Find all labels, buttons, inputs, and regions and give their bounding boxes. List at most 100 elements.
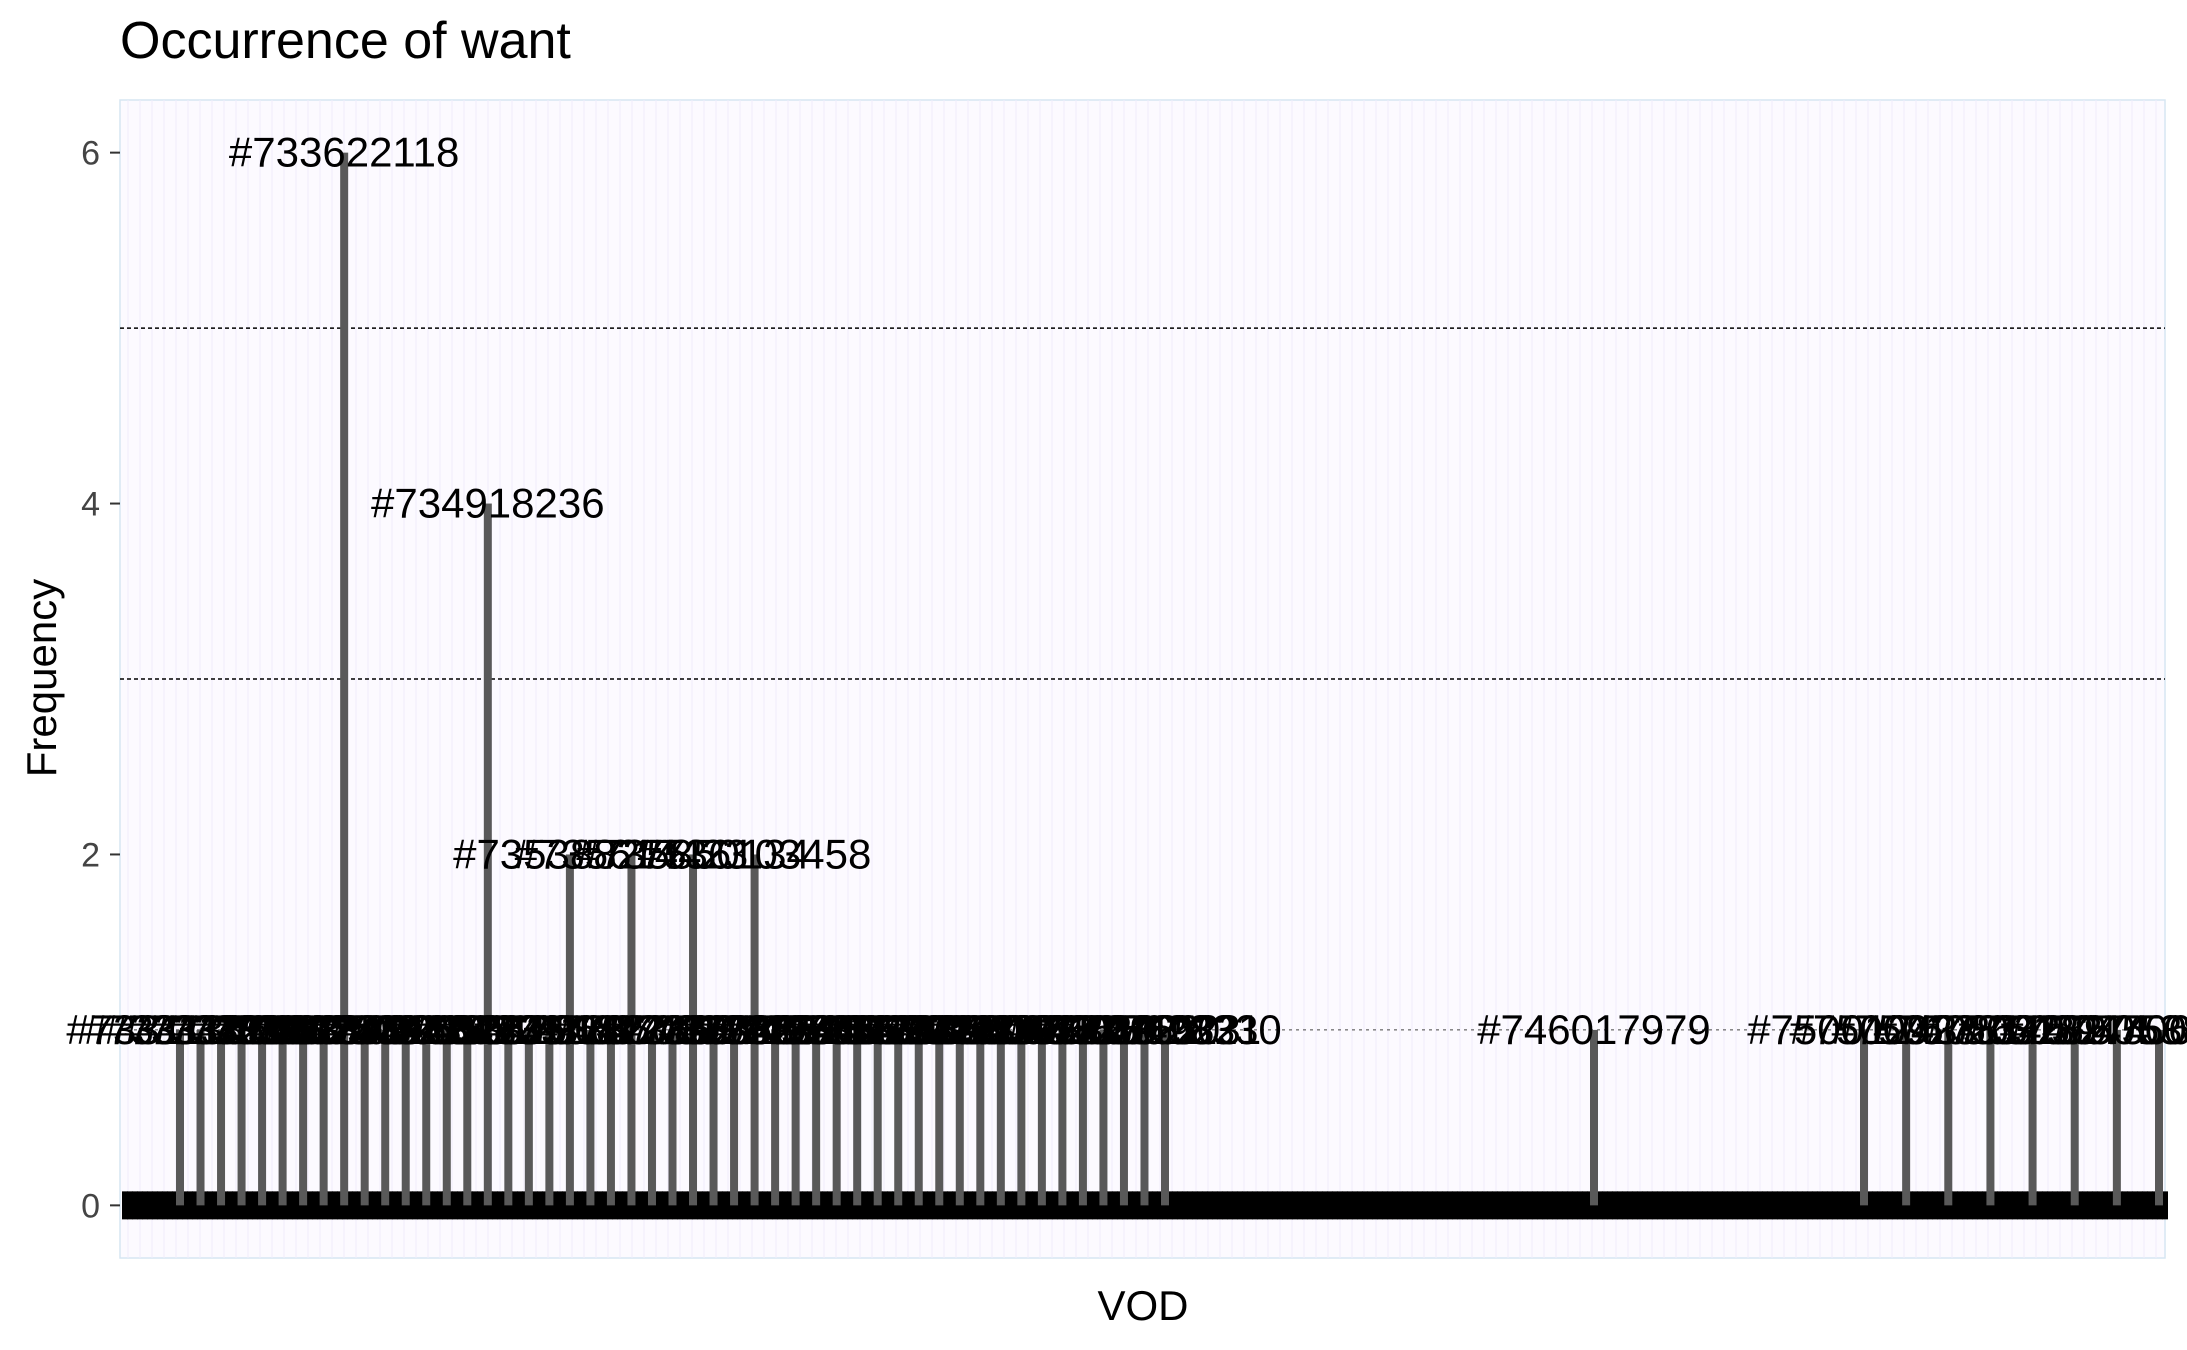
zero-marker: [1707, 1191, 1713, 1220]
zero-marker: [1952, 1191, 1958, 1220]
zero-marker: [1787, 1191, 1793, 1220]
zero-marker: [1067, 1191, 1073, 1220]
zero-marker: [1647, 1191, 1653, 1220]
zero-marker: [1992, 1191, 1998, 1220]
zero-marker: [1817, 1191, 1823, 1220]
zero-marker: [1112, 1191, 1118, 1220]
zero-marker: [987, 1191, 993, 1220]
zero-marker: [1827, 1191, 1833, 1220]
zero-marker: [1272, 1191, 1278, 1220]
zero-marker: [517, 1191, 523, 1220]
zero-marker: [1512, 1191, 1518, 1220]
zero-marker: [1527, 1191, 1533, 1220]
zero-marker: [1867, 1191, 1873, 1220]
zero-marker: [747, 1191, 753, 1220]
zero-marker: [1917, 1191, 1923, 1220]
zero-marker: [1277, 1191, 1283, 1220]
zero-marker: [1012, 1191, 1018, 1220]
zero-marker: [767, 1191, 773, 1220]
data-label: #750475033: [2000, 1006, 2187, 1053]
zero-marker: [947, 1191, 953, 1220]
bar: [1860, 1029, 1868, 1206]
zero-marker: [1437, 1191, 1443, 1220]
zero-marker: [542, 1191, 548, 1220]
zero-marker: [1627, 1191, 1633, 1220]
chart-title: Occurrence of want: [120, 12, 571, 70]
data-label: #737162019: [925, 1006, 1159, 1053]
zero-marker: [1352, 1191, 1358, 1220]
zero-marker: [387, 1191, 393, 1220]
zero-marker: [397, 1191, 403, 1220]
zero-marker: [597, 1191, 603, 1220]
zero-marker: [1292, 1191, 1298, 1220]
zero-marker: [1482, 1191, 1488, 1220]
zero-marker: [1187, 1191, 1193, 1220]
zero-marker: [202, 1191, 208, 1220]
zero-marker: [2082, 1191, 2088, 1220]
bar: [709, 1029, 718, 1206]
bar: [1078, 1029, 1087, 1206]
zero-marker: [157, 1191, 163, 1220]
zero-marker: [1742, 1191, 1748, 1220]
zero-marker: [967, 1191, 973, 1220]
bar: [955, 1029, 964, 1206]
zero-marker: [1107, 1191, 1113, 1220]
zero-marker: [602, 1191, 608, 1220]
zero-marker: [1727, 1191, 1733, 1220]
data-label: #735700128: [535, 1006, 769, 1053]
zero-marker: [337, 1191, 343, 1220]
bar: [894, 1029, 903, 1206]
zero-marker: [972, 1191, 978, 1220]
zero-marker: [1667, 1191, 1673, 1220]
zero-marker: [1957, 1191, 1963, 1220]
zero-marker: [592, 1191, 598, 1220]
zero-marker: [2007, 1191, 2013, 1220]
zero-marker: [187, 1191, 193, 1220]
bar: [360, 1029, 369, 1206]
zero-marker: [1417, 1191, 1423, 1220]
zero-marker: [922, 1191, 928, 1220]
bar: [976, 1029, 985, 1206]
zero-marker: [952, 1191, 958, 1220]
bar: [401, 1029, 410, 1206]
zero-marker: [1167, 1191, 1173, 1220]
zero-marker: [152, 1191, 158, 1220]
zero-marker: [1682, 1191, 1688, 1220]
zero-marker: [1172, 1191, 1178, 1220]
zero-marker: [1367, 1191, 1373, 1220]
zero-marker: [942, 1191, 948, 1220]
zero-marker: [1387, 1191, 1393, 1220]
bar: [812, 1029, 821, 1206]
zero-marker: [1432, 1191, 1438, 1220]
data-label: #733111004: [66, 1006, 293, 1053]
data-label: #736630241: [781, 1006, 1015, 1053]
data-label: #737004812: [884, 1006, 1118, 1053]
y-tick-label: 2: [81, 836, 100, 874]
zero-marker: [1317, 1191, 1323, 1220]
data-label: #735537786: [494, 1006, 728, 1053]
zero-marker: [1837, 1191, 1843, 1220]
zero-marker: [1477, 1191, 1483, 1220]
zero-marker: [1457, 1191, 1463, 1220]
zero-marker: [1912, 1191, 1918, 1220]
data-label: #737088655: [905, 1006, 1139, 1053]
zero-marker: [1967, 1191, 1973, 1220]
zero-marker: [557, 1191, 563, 1220]
zero-marker: [1327, 1191, 1333, 1220]
zero-marker: [1127, 1191, 1133, 1220]
zero-marker: [1507, 1191, 1513, 1220]
bar: [1944, 1029, 1953, 1206]
zero-marker: [1897, 1191, 1903, 1220]
zero-marker: [2067, 1191, 2073, 1220]
data-label: #737549821: [1028, 1006, 1262, 1053]
zero-marker: [1847, 1191, 1853, 1220]
y-tick-label: 6: [81, 135, 100, 173]
zero-marker: [1567, 1191, 1573, 1220]
zero-marker: [777, 1191, 783, 1220]
bar: [1902, 1029, 1911, 1206]
zero-marker: [1872, 1191, 1878, 1220]
zero-marker: [1572, 1191, 1578, 1220]
zero-marker: [2017, 1191, 2023, 1220]
zero-marker: [512, 1191, 518, 1220]
data-label: #733290124: [145, 1006, 379, 1053]
